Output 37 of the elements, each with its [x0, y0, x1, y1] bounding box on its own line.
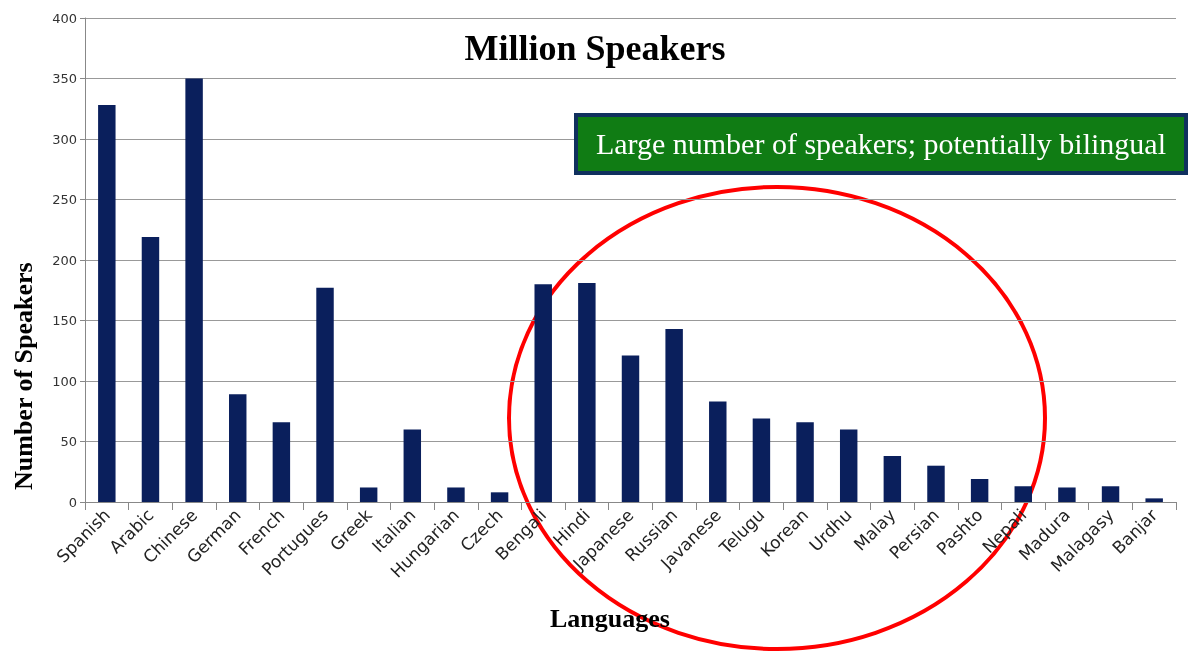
- bar: [752, 418, 771, 502]
- bar: [578, 282, 596, 502]
- chart-title: Million Speakers: [464, 28, 726, 68]
- y-tick-label: 400: [52, 10, 77, 26]
- bar: [709, 401, 727, 502]
- bar: [621, 355, 640, 502]
- bar: [490, 492, 509, 502]
- bar: [1101, 486, 1120, 502]
- y-tick-label: 200: [52, 252, 77, 268]
- bar: [141, 237, 160, 502]
- y-tick-label: 100: [52, 373, 77, 389]
- bar: [98, 105, 116, 502]
- bar: [796, 422, 814, 502]
- y-tick-label: 150: [52, 313, 77, 328]
- y-tick-label: 50: [60, 434, 77, 449]
- bar: [665, 328, 683, 502]
- bar: [185, 78, 203, 502]
- y-tick-label: 0: [68, 494, 77, 510]
- bar: [1145, 498, 1163, 502]
- bar: [229, 394, 247, 502]
- bar: [970, 479, 989, 502]
- bar: [883, 456, 902, 502]
- bar: [316, 287, 334, 502]
- bar: [1058, 487, 1076, 502]
- bar: [272, 422, 291, 502]
- bar: [839, 429, 858, 502]
- y-tick-label: 350: [52, 71, 77, 86]
- y-tick-label: 300: [52, 131, 77, 147]
- y-tick-label: 250: [52, 192, 77, 207]
- bar: [1014, 486, 1032, 502]
- bar: [359, 487, 378, 502]
- bar: [534, 284, 552, 502]
- bar: [403, 429, 422, 502]
- bar: [447, 487, 465, 502]
- bar: [927, 465, 945, 502]
- annotation: Large number of speakers; potentially bilingual: [573, 113, 1188, 175]
- y-axis-title: Number of Speakers: [8, 262, 38, 490]
